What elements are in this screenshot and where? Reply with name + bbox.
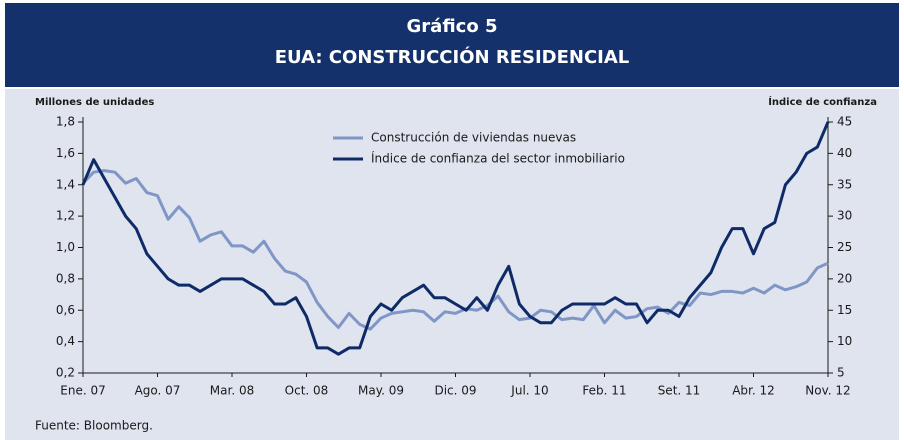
chart-title: Gráfico 5 (407, 16, 498, 37)
x-tick-label: May. 09 (358, 384, 404, 398)
y-tick-label: 1,8 (56, 115, 75, 129)
x-tick-label: Jul. 10 (510, 384, 548, 398)
x-tick-label: Feb. 11 (582, 384, 626, 398)
y2-tick-label: 20 (837, 271, 852, 285)
y-tick-label: 1,6 (56, 146, 75, 160)
x-tick-label: Ene. 07 (60, 384, 105, 398)
y2-tick-label: 10 (837, 334, 852, 348)
x-tick-label: Dic. 09 (434, 384, 476, 398)
y2-tick-label: 30 (837, 209, 852, 223)
y-tick-label: 1,4 (56, 177, 75, 191)
y-tick-label: 0,4 (56, 334, 75, 348)
y-tick-label: 0,6 (56, 303, 75, 317)
chart-subtitle: EUA: CONSTRUCCIÓN RESIDENCIAL (275, 46, 630, 68)
x-tick-label: Ago. 07 (135, 384, 181, 398)
line-series (81, 169, 829, 331)
y2-tick-label: 45 (837, 115, 852, 129)
legend-label: Índice de confianza del sector inmobilia… (371, 151, 625, 166)
y2-tick-label: 25 (837, 240, 852, 254)
y-tick-label: 1,0 (56, 240, 75, 254)
y2-axis-label: Índice de confianza (768, 95, 877, 108)
y2-tick-label: 15 (837, 303, 852, 317)
y-axis-label: Millones de unidades (35, 97, 154, 108)
legend-label: Construcción de viviendas nuevas (371, 131, 576, 145)
line-series (81, 121, 830, 356)
y2-tick-label: 5 (837, 366, 845, 380)
x-tick-label: Abr. 12 (732, 384, 775, 398)
source: Fuente: Bloomberg. (35, 419, 153, 433)
x-tick-label: Set. 11 (658, 384, 701, 398)
x-tick-label: Mar. 08 (210, 384, 254, 398)
y-tick-label: 0,2 (56, 366, 75, 380)
x-tick-label: Nov. 12 (805, 384, 850, 398)
y2-tick-label: 40 (837, 146, 852, 160)
header (5, 3, 899, 87)
y-tick-label: 0,8 (56, 271, 75, 285)
y-tick-label: 1,2 (56, 209, 75, 223)
y2-tick-label: 35 (837, 177, 852, 191)
x-tick-label: Oct. 08 (285, 384, 329, 398)
